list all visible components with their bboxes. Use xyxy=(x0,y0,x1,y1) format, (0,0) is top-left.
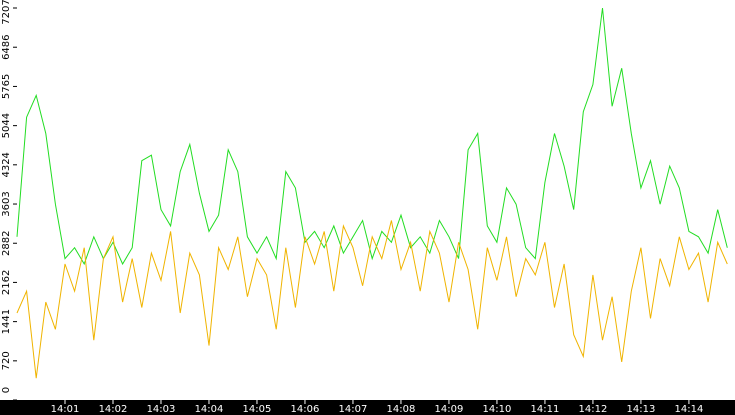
y-tick-label: 1441 xyxy=(1,309,12,334)
x-tick-label: 14:09 xyxy=(435,404,464,415)
x-tick-label: 14:03 xyxy=(147,404,176,415)
y-tick-label: 2882 xyxy=(1,231,12,256)
x-tick-label: 14:12 xyxy=(579,404,608,415)
x-tick-label: 14:05 xyxy=(243,404,272,415)
x-tick-label: 14:11 xyxy=(531,404,560,415)
y-tick-label: 5765 xyxy=(1,74,12,99)
x-tick-label: 14:07 xyxy=(339,404,368,415)
x-tick-label: 14:10 xyxy=(483,404,512,415)
y-tick-label: 2162 xyxy=(1,270,12,295)
y-tick-label: 0 xyxy=(1,387,12,393)
y-tick-label: 6486 xyxy=(1,34,12,59)
x-axis-bar xyxy=(0,400,735,415)
x-tick-label: 14:14 xyxy=(675,404,704,415)
y-tick-label: 3603 xyxy=(1,191,12,216)
y-tick-label: 7207 xyxy=(1,0,12,25)
y-tick-label: 4324 xyxy=(1,152,12,177)
x-tick-label: 14:01 xyxy=(51,404,80,415)
x-tick-label: 14:08 xyxy=(387,404,416,415)
x-tick-label: 14:06 xyxy=(291,404,320,415)
x-tick-label: 14:13 xyxy=(627,404,656,415)
line-series xyxy=(16,220,728,379)
x-tick-label: 14:04 xyxy=(195,404,224,415)
line-series xyxy=(16,7,728,266)
y-tick-label: 720 xyxy=(1,351,12,370)
x-tick-label: 14:02 xyxy=(99,404,128,415)
y-tick-label: 5044 xyxy=(1,113,12,138)
